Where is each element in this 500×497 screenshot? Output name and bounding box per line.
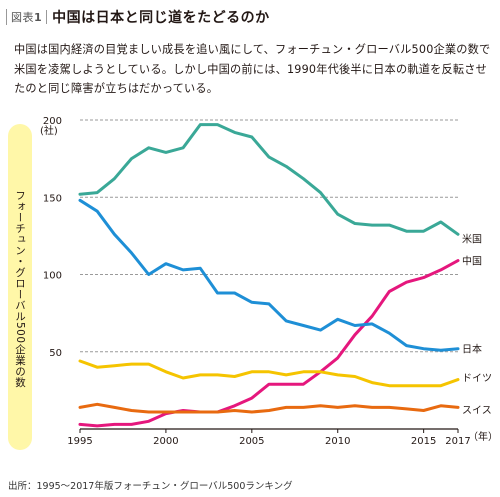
y-tick-label: 50 — [49, 348, 62, 359]
y-axis-label-background — [8, 124, 32, 450]
series-label-china: 中国 — [462, 255, 482, 268]
x-tick-label: 1995 — [67, 436, 92, 447]
series-line-us — [78, 123, 460, 236]
figure-separator — [46, 10, 48, 24]
series-label-germany: ドイツ — [462, 374, 492, 385]
series-line-japan — [78, 198, 460, 352]
y-axis-label-group: フォーチュン・グローバル500企業の数 — [8, 124, 32, 450]
figure-header: 図表1 中国は日本と同じ道をたどるのか — [6, 7, 270, 27]
series-label-us: 米国 — [462, 232, 482, 245]
figure-description: 中国は国内経済の目覚ましい成長を追い風にして、フォーチュン・グローバル500企業… — [14, 43, 491, 95]
x-axis-ticks: 1995 2000 2005 2010 2015 2017 — [67, 429, 471, 447]
series-line-switzerland — [78, 402, 460, 414]
y-axis-ticks: 50 100 150 200 — [43, 116, 62, 359]
source-note: 出所：1995〜2017年版フォーチュン・グローバル500ランキング — [8, 481, 293, 492]
figure-label: 図表1 — [6, 9, 42, 25]
figure-title: 中国は日本と同じ道をたどるのか — [52, 10, 270, 26]
figure-number: 1 — [34, 11, 43, 24]
series-line-germany — [78, 359, 460, 388]
y-tick-label: 200 — [43, 116, 62, 127]
x-tick-label: 2000 — [153, 436, 178, 447]
grid-lines — [80, 119, 458, 430]
y-axis-unit: (社) — [40, 124, 58, 137]
y-tick-label: 150 — [43, 193, 62, 204]
x-axis-label: （年） — [468, 430, 498, 443]
x-tick-label: 2017 — [445, 436, 470, 447]
series-line-china — [78, 259, 460, 428]
y-tick-label: 100 — [43, 271, 62, 282]
x-tick-label: 2010 — [325, 436, 350, 447]
series-label-switzerland: スイス — [462, 405, 492, 416]
y-axis-label: フォーチュン・グローバル500企業の数 — [14, 190, 26, 388]
x-tick-label: 2005 — [239, 436, 264, 447]
series-label-japan: 日本 — [462, 343, 482, 356]
series-lines — [78, 123, 460, 428]
x-tick-label: 2015 — [411, 436, 436, 447]
